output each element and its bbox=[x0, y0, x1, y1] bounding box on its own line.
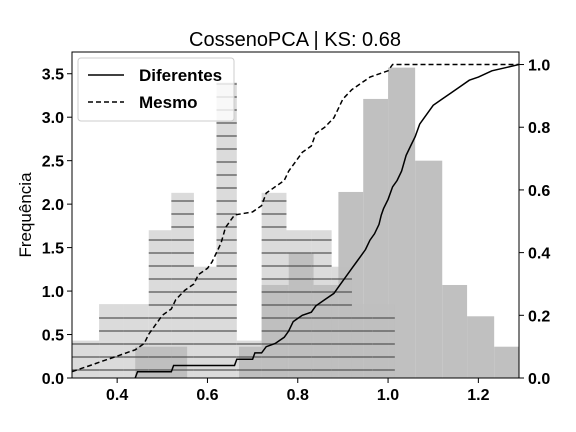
legend-label-diferentes: Diferentes bbox=[139, 66, 222, 85]
bar-mesmo-fill bbox=[286, 230, 312, 378]
y-axis-label: Frequência bbox=[16, 172, 35, 258]
y-left-tick-label: 2.5 bbox=[42, 154, 64, 171]
bar-mesmo bbox=[261, 192, 287, 378]
y-left-tick-label: 0.0 bbox=[42, 371, 64, 388]
bar-mesmo bbox=[331, 266, 352, 378]
bar-mesmo-fill bbox=[148, 230, 172, 378]
chart-title: CossenoPCA | KS: 0.68 bbox=[189, 29, 401, 51]
plot-area bbox=[72, 63, 519, 378]
bar-diferentes bbox=[467, 316, 495, 378]
histogram-mesmo bbox=[72, 82, 395, 378]
x-tick-label: 1.2 bbox=[467, 387, 489, 404]
legend-label-mesmo: Mesmo bbox=[139, 93, 198, 112]
cdf-line-diferentes bbox=[134, 63, 519, 378]
bar-mesmo bbox=[216, 82, 237, 378]
y-right-tick-label: 0.4 bbox=[528, 246, 550, 263]
y-right-tick-label: 0.8 bbox=[528, 120, 550, 137]
x-tick-label: 0.6 bbox=[196, 387, 218, 404]
y-left-tick-label: 2.0 bbox=[42, 197, 64, 214]
y-left-tick-label: 3.5 bbox=[42, 67, 64, 84]
bar-mesmo-fill bbox=[171, 192, 194, 378]
bar-diferentes bbox=[415, 160, 443, 378]
axes: 0.4 0.6 0.8 1.0 1.2 0.0 0.5 1.0 1.5 2.0 2.5 3.0 3.5 0… bbox=[42, 51, 550, 404]
bar-mesmo bbox=[351, 304, 373, 378]
x-tick-label: 0.8 bbox=[287, 387, 309, 404]
plot-frame bbox=[71, 51, 520, 379]
legend-box bbox=[77, 57, 235, 122]
bar-mesmo-fill bbox=[311, 230, 332, 378]
bar-mesmo-fill bbox=[72, 340, 100, 378]
y-left-tick-label: 0.5 bbox=[42, 328, 64, 345]
y-left-tick-label: 3.0 bbox=[42, 110, 64, 127]
bar-mesmo-fill bbox=[99, 304, 124, 378]
bar-mesmo bbox=[193, 266, 217, 378]
bar-mesmo-fill bbox=[331, 266, 352, 378]
bar-mesmo-fill bbox=[351, 304, 373, 378]
y-right-tick-label: 0.6 bbox=[528, 183, 550, 200]
bar-diferentes bbox=[494, 346, 519, 378]
bar-mesmo-fill bbox=[261, 192, 287, 378]
bar-mesmo-fill bbox=[193, 266, 217, 378]
legend: Diferentes Mesmo bbox=[77, 57, 235, 122]
cdf-lines bbox=[72, 63, 519, 378]
bar-mesmo bbox=[99, 304, 124, 378]
bar-mesmo bbox=[148, 230, 172, 378]
x-tick-label: 1.0 bbox=[377, 387, 399, 404]
cdf-line-mesmo bbox=[72, 63, 519, 373]
bar-mesmo-fill bbox=[372, 304, 395, 378]
bar-diferentes bbox=[442, 284, 468, 378]
bar-mesmo-fill bbox=[216, 82, 237, 378]
y-right-tick-label: 0.0 bbox=[528, 371, 550, 388]
bar-mesmo bbox=[311, 230, 332, 378]
x-tick-label: 0.4 bbox=[106, 387, 128, 404]
bar-mesmo bbox=[286, 230, 312, 378]
y-right-tick-label: 0.2 bbox=[528, 308, 550, 325]
y-left-tick-label: 1.0 bbox=[42, 284, 64, 301]
bar-mesmo bbox=[72, 340, 100, 378]
bar-mesmo bbox=[171, 192, 194, 378]
y-right-tick-label: 1.0 bbox=[528, 58, 550, 75]
y-left-tick-label: 1.5 bbox=[42, 241, 64, 258]
bar-mesmo bbox=[372, 304, 395, 378]
